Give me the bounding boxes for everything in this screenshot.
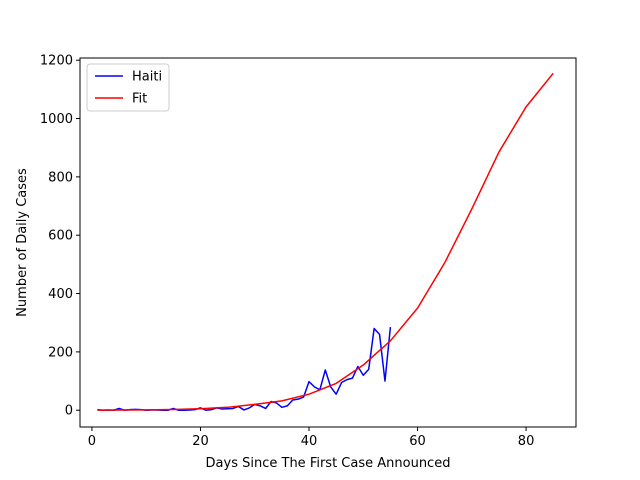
series-layer (97, 72, 554, 411)
x-tick-label: 60 (409, 434, 426, 449)
x-axis-label: Days Since The First Case Announced (206, 456, 451, 471)
y-tick-label: 1200 (40, 54, 73, 69)
legend-label-fit: Fit (132, 92, 147, 107)
y-tick-label: 1000 (40, 112, 73, 127)
x-axis-ticks: 0 20 40 60 80 (88, 427, 535, 449)
x-tick-label: 0 (88, 434, 96, 449)
legend: Haiti Fit (86, 63, 170, 112)
y-tick-label: 200 (48, 345, 73, 360)
y-tick-label: 0 (65, 404, 73, 419)
x-tick-label: 20 (192, 434, 209, 449)
y-axis-label: Number of Daily Cases (15, 168, 30, 317)
y-tick-label: 400 (48, 287, 73, 302)
x-tick-label: 40 (301, 434, 318, 449)
y-tick-label: 800 (48, 170, 73, 185)
x-tick-label: 80 (518, 434, 535, 449)
y-axis-ticks: 0 200 400 600 800 1000 1200 (40, 54, 80, 419)
axes-frame (79, 57, 577, 428)
legend-label-haiti: Haiti (132, 70, 162, 85)
series-line-fit (97, 72, 554, 411)
y-tick-label: 600 (48, 229, 73, 244)
